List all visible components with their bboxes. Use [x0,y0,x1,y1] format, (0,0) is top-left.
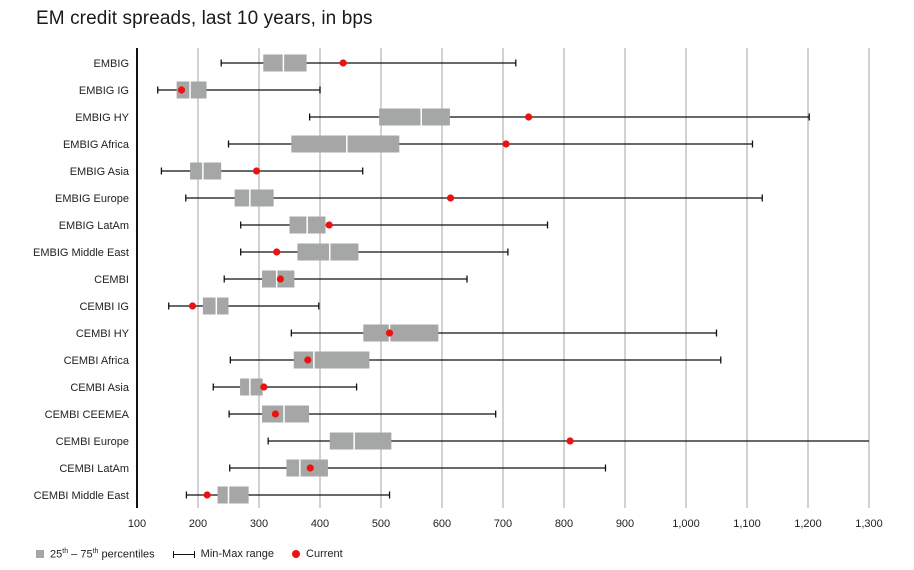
current-marker [306,464,314,472]
series-row [228,405,497,423]
category-label: EMBIG Europe [55,193,129,205]
percentile-box [190,162,222,180]
legend: 25th – 75th percentiles Min-Max range Cu… [36,548,361,561]
x-tick-label: 600 [433,518,451,530]
category-label: CEMBI Europe [56,436,129,448]
category-label: CEMBI Middle East [34,490,129,502]
series-row [223,270,468,288]
category-label: CEMBI [94,274,129,286]
gridlines [197,48,870,508]
x-tick-label: 500 [372,518,390,530]
category-label: EMBIG Africa [63,139,130,151]
category-labels: EMBIG EMBIG IG EMBIG HY EMBIG Africa EMBIG A… [33,58,130,502]
category-label: CEMBI CEEMEA [45,409,130,421]
current-marker [203,491,211,499]
x-tick-label: 300 [250,518,268,530]
current-marker [271,410,280,418]
chart-marks [157,54,869,504]
current-marker [177,86,186,94]
series-row [240,216,549,234]
legend-item-range: Min-Max range [172,548,275,561]
category-label: CEMBI Asia [70,382,130,394]
current-marker [339,59,347,67]
percentile-box [293,351,370,369]
percentile-box [329,432,392,450]
x-tick-label: 1,100 [733,518,761,530]
category-label: CEMBI LatAm [59,463,129,475]
current-marker [304,356,312,364]
category-label: CEMBI IG [79,301,129,313]
current-marker [325,221,333,229]
series-row [160,162,364,180]
current-marker [385,329,394,337]
category-label: EMBIG Middle East [33,247,129,259]
category-label: EMBIG [94,58,129,70]
x-tick-label: 200 [189,518,207,530]
percentile-box [297,243,359,261]
current-marker [273,248,281,256]
series-row [229,351,722,369]
legend-item-percentiles: 25th – 75th percentiles [36,548,155,561]
series-row [229,459,607,477]
x-axis-tick-labels: 100 200 300 400 500 600 700 800 900 1,000 1,100 1,2… [128,518,883,530]
category-label: CEMBI Africa [64,355,130,367]
series-row [212,378,358,396]
legend-label-range: Min-Max range [200,548,275,561]
series-row [220,54,517,72]
x-tick-label: 700 [494,518,512,530]
current-marker [276,275,284,283]
category-label: EMBIG Asia [70,166,130,178]
series-row [290,324,718,342]
series-row [227,135,754,153]
x-tick-label: 800 [555,518,573,530]
percentile-box [240,378,263,396]
chart-title: EM credit spreads, last 10 years, in bps [36,8,373,29]
x-tick-label: 900 [616,518,634,530]
series-row [308,108,810,126]
legend-label-percentiles: 25th – 75th percentiles [50,548,155,561]
legend-current-swatch [292,550,301,559]
category-label: EMBIG IG [79,85,129,97]
category-label: EMBIG HY [75,112,129,124]
percentile-box [217,486,249,504]
series-row [157,81,321,99]
series-row [240,243,509,261]
percentile-box [291,135,400,153]
legend-label-current: Current [306,548,343,561]
percentile-box [379,108,450,126]
x-tick-label: 1,000 [672,518,700,530]
current-marker [260,383,268,391]
legend-item-current: Current [292,548,343,560]
percentile-box [234,189,274,207]
series-row [168,297,320,315]
current-marker [502,140,510,148]
percentile-box [176,81,207,99]
percentile-box [363,324,439,342]
percentile-box [263,54,307,72]
category-label: CEMBI HY [76,328,130,340]
x-tick-label: 1,300 [855,518,883,530]
x-tick-label: 1,200 [794,518,822,530]
percentile-box [262,405,310,423]
category-label: EMBIG LatAm [59,220,129,232]
x-tick-label: 100 [128,518,146,530]
series-row [185,486,391,504]
series-row [185,189,763,207]
legend-range-swatch [172,550,195,559]
current-marker [252,167,261,175]
x-tick-label: 400 [311,518,329,530]
current-marker [566,437,574,445]
legend-box-swatch [36,550,44,559]
series-row [267,432,869,450]
current-marker [188,302,197,310]
current-marker [446,194,455,202]
current-marker [525,113,533,121]
